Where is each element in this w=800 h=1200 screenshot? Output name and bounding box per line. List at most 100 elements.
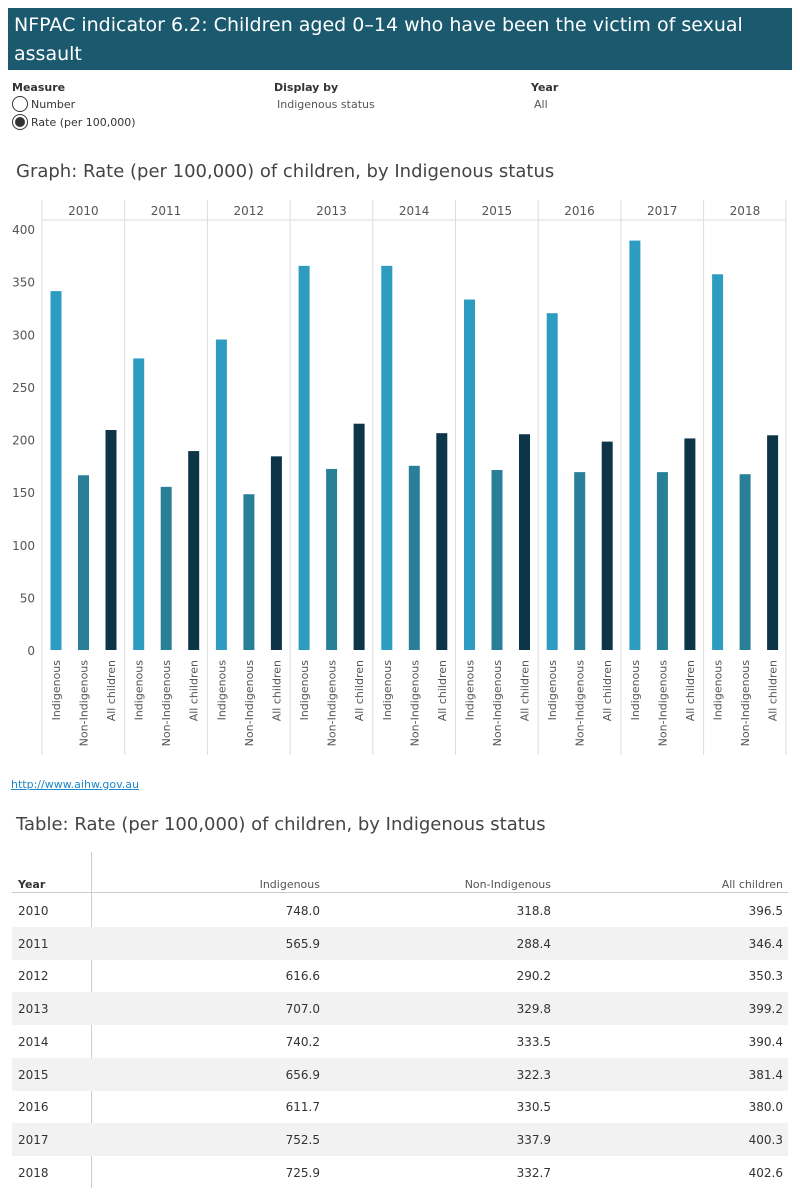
- table-cell: 725.9: [285, 1165, 320, 1180]
- x-tick-label: Indigenous: [629, 660, 642, 721]
- y-tick-label: 200: [12, 434, 35, 448]
- year-value[interactable]: All: [534, 98, 548, 111]
- table-cell: 2011: [18, 936, 49, 951]
- table-cell: 740.2: [285, 1034, 320, 1049]
- table-cell: 322.3: [516, 1067, 551, 1082]
- table-cell: 332.7: [516, 1165, 551, 1180]
- table-cell: 288.4: [516, 936, 551, 951]
- x-tick-label: Indigenous: [712, 660, 725, 721]
- table-row: 2011 565.9 288.4 346.4: [12, 926, 788, 960]
- radio-checked-icon[interactable]: [12, 114, 28, 130]
- display-by-value[interactable]: Indigenous status: [277, 98, 375, 111]
- x-tick-label: Non-Indigenous: [243, 660, 256, 747]
- y-tick-label: 0: [27, 644, 35, 658]
- table-row: 2016 611.7 330.5 380.0: [12, 1090, 788, 1123]
- page-header: NFPAC indicator 6.2: Children aged 0–14 …: [8, 8, 792, 70]
- measure-label: Measure: [12, 81, 66, 94]
- x-tick-label: Indigenous: [133, 660, 146, 721]
- bar-indigenous: [215, 339, 227, 650]
- display-by-label: Display by: [274, 81, 339, 94]
- bar-indigenous: [464, 299, 475, 650]
- bar-all-children: [436, 433, 448, 650]
- table-cell: 707.0: [285, 1002, 320, 1017]
- x-tick-label: All children: [519, 660, 532, 721]
- table-cell: 565.9: [285, 936, 320, 951]
- table-cell: 2014: [18, 1034, 49, 1049]
- table-cell: 290.2: [516, 969, 551, 984]
- table-cell: 330.5: [516, 1100, 551, 1115]
- table-cell: 400.3: [748, 1132, 783, 1147]
- bar-indigenous: [298, 265, 310, 650]
- bar-all-children: [188, 451, 200, 650]
- year-label: Year: [531, 81, 559, 94]
- bar-all-children: [684, 438, 696, 650]
- table-cell: 2016: [18, 1100, 49, 1115]
- column-header: Non-Indigenous: [464, 878, 551, 891]
- bar-non-indigenous: [574, 472, 586, 650]
- panel-label: 2013: [316, 204, 347, 218]
- x-tick-label: All children: [353, 660, 366, 721]
- bar-all-children: [270, 456, 282, 650]
- column-header: Indigenous: [259, 878, 320, 891]
- column-header: Year: [18, 878, 46, 891]
- bar-non-indigenous: [326, 468, 338, 650]
- bar-indigenous: [712, 274, 724, 650]
- x-tick-label: Indigenous: [298, 660, 311, 721]
- x-tick-label: All children: [436, 660, 449, 721]
- x-tick-label: Indigenous: [215, 660, 228, 721]
- table-cell: 380.0: [748, 1100, 783, 1115]
- bar-indigenous: [50, 291, 62, 650]
- bar-indigenous: [381, 265, 393, 650]
- aihw-link[interactable]: http://www.aihw.gov.au: [11, 778, 140, 791]
- table-row: 2013 707.0 329.8 399.2: [12, 992, 788, 1026]
- panel-label: 2011: [151, 204, 182, 218]
- bar-all-children: [767, 435, 779, 650]
- x-tick-label: Non-Indigenous: [408, 660, 421, 747]
- table-cell: 748.0: [285, 904, 320, 918]
- bar-all-children: [601, 441, 613, 650]
- x-tick-label: All children: [105, 660, 118, 721]
- x-tick-label: All children: [601, 660, 614, 721]
- table-cell: 318.8: [516, 904, 551, 918]
- graph-title: Graph: Rate (per 100,000) of children, b…: [16, 161, 555, 182]
- bar-non-indigenous: [656, 472, 668, 650]
- x-tick-label: Non-Indigenous: [739, 660, 752, 747]
- table-cell: 2012: [18, 969, 49, 984]
- radio-number[interactable]: Number: [12, 96, 75, 112]
- table-cell: 333.5: [516, 1034, 551, 1049]
- radio-unchecked-icon[interactable]: [12, 96, 28, 112]
- y-tick-label: 300: [12, 328, 35, 342]
- radio-label: Number: [31, 97, 76, 111]
- x-tick-label: Indigenous: [464, 660, 477, 721]
- x-tick-label: All children: [270, 660, 283, 721]
- panel-label: 2012: [233, 204, 264, 218]
- y-tick-label: 400: [12, 223, 35, 237]
- y-tick-label: 350: [12, 276, 35, 290]
- table-cell: 337.9: [516, 1132, 551, 1147]
- radio-label: Rate (per 100,000): [31, 115, 136, 129]
- table-cell: 611.7: [285, 1100, 320, 1115]
- table-cell: 399.2: [748, 1002, 783, 1017]
- x-tick-label: All children: [684, 660, 697, 721]
- bar-non-indigenous: [160, 486, 172, 650]
- radio-rate[interactable]: Rate (per 100,000): [12, 114, 136, 130]
- table-row: 2017 752.5 337.9 400.3: [12, 1122, 788, 1156]
- x-tick-label: Non-Indigenous: [160, 660, 173, 747]
- x-tick-label: Non-Indigenous: [574, 660, 587, 747]
- table-row: 2015 656.9 322.3 381.4: [12, 1057, 788, 1091]
- y-tick-label: 250: [12, 381, 35, 395]
- table-row: 2012 616.6 290.2 350.3: [12, 959, 788, 992]
- x-tick-label: All children: [767, 660, 780, 721]
- y-tick-label: 150: [12, 486, 35, 500]
- bar-indigenous: [546, 313, 558, 650]
- bar-all-children: [105, 430, 117, 650]
- table-cell: 390.4: [748, 1034, 783, 1049]
- table-cell: 616.6: [285, 969, 320, 984]
- bar-non-indigenous: [491, 470, 503, 650]
- table-cell: 329.8: [516, 1002, 551, 1017]
- panel-label: 2018: [730, 204, 761, 218]
- y-tick-label: 100: [12, 539, 35, 553]
- bar-non-indigenous: [408, 465, 420, 650]
- bar-non-indigenous: [78, 475, 89, 650]
- table-cell: 346.4: [748, 936, 783, 951]
